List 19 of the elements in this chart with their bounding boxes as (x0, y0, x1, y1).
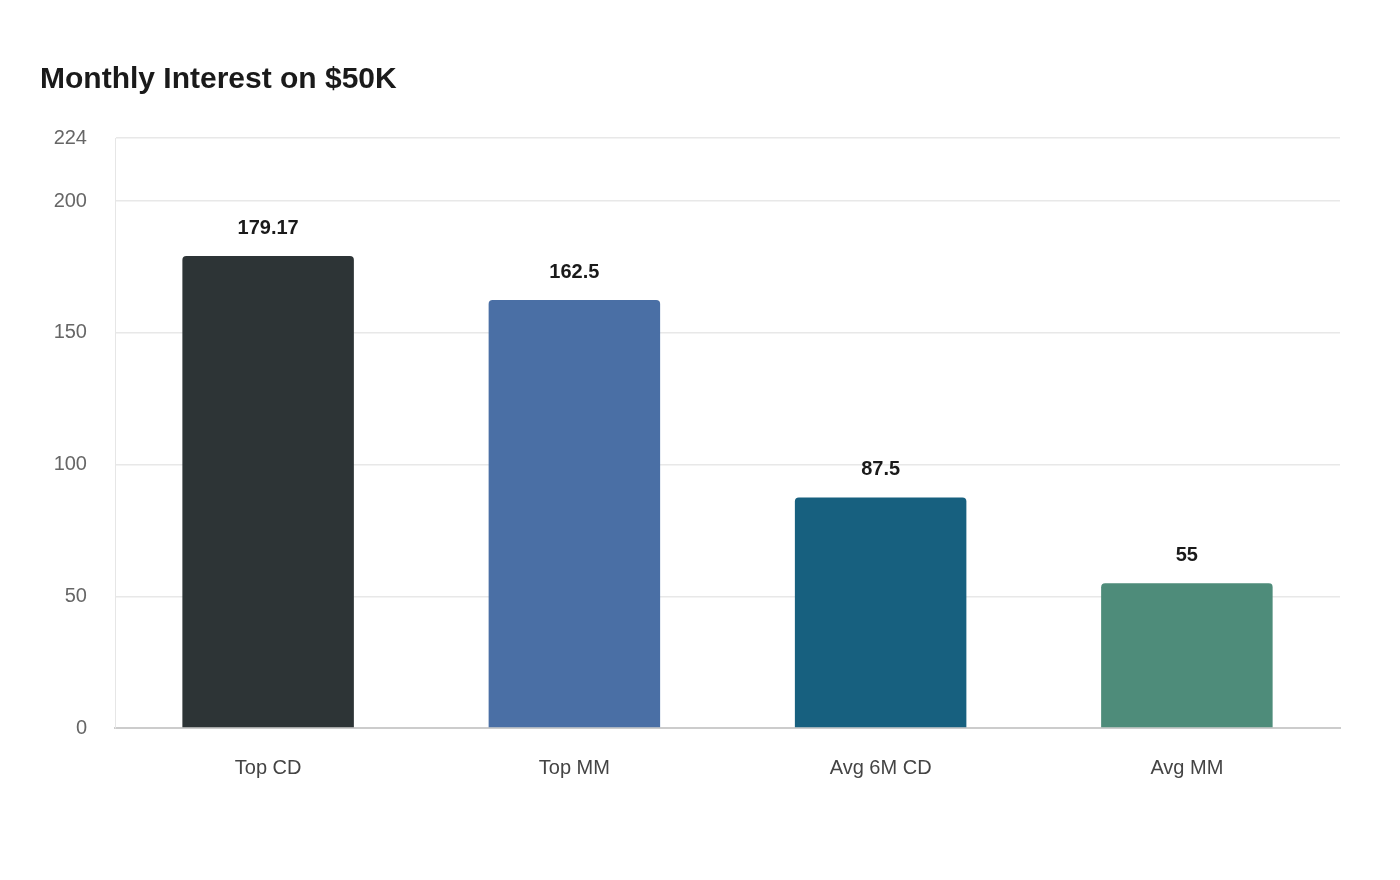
data-label: 55 (1175, 542, 1198, 565)
x-tick-label: Avg 6M CD (829, 755, 932, 778)
x-tick-label: Avg MM (1150, 755, 1224, 778)
y-tick-label: 100 (53, 452, 87, 475)
data-label: 179.17 (237, 215, 299, 238)
y-tick-label: 150 (53, 320, 87, 343)
bar (1101, 583, 1273, 728)
y-tick-label: 224 (53, 125, 87, 148)
data-label: 87.5 (861, 457, 901, 480)
x-tick-label: Top MM (538, 755, 610, 778)
bar (794, 497, 967, 728)
y-tick-label: 50 (64, 583, 87, 606)
bar (182, 256, 354, 728)
y-tick-label: 0 (75, 715, 87, 738)
chart-title: Monthly Interest on $50K (40, 61, 398, 95)
x-tick-label: Top CD (234, 755, 302, 778)
y-tick-label: 200 (53, 188, 87, 211)
data-label: 162.5 (549, 259, 600, 282)
bar (488, 299, 661, 728)
